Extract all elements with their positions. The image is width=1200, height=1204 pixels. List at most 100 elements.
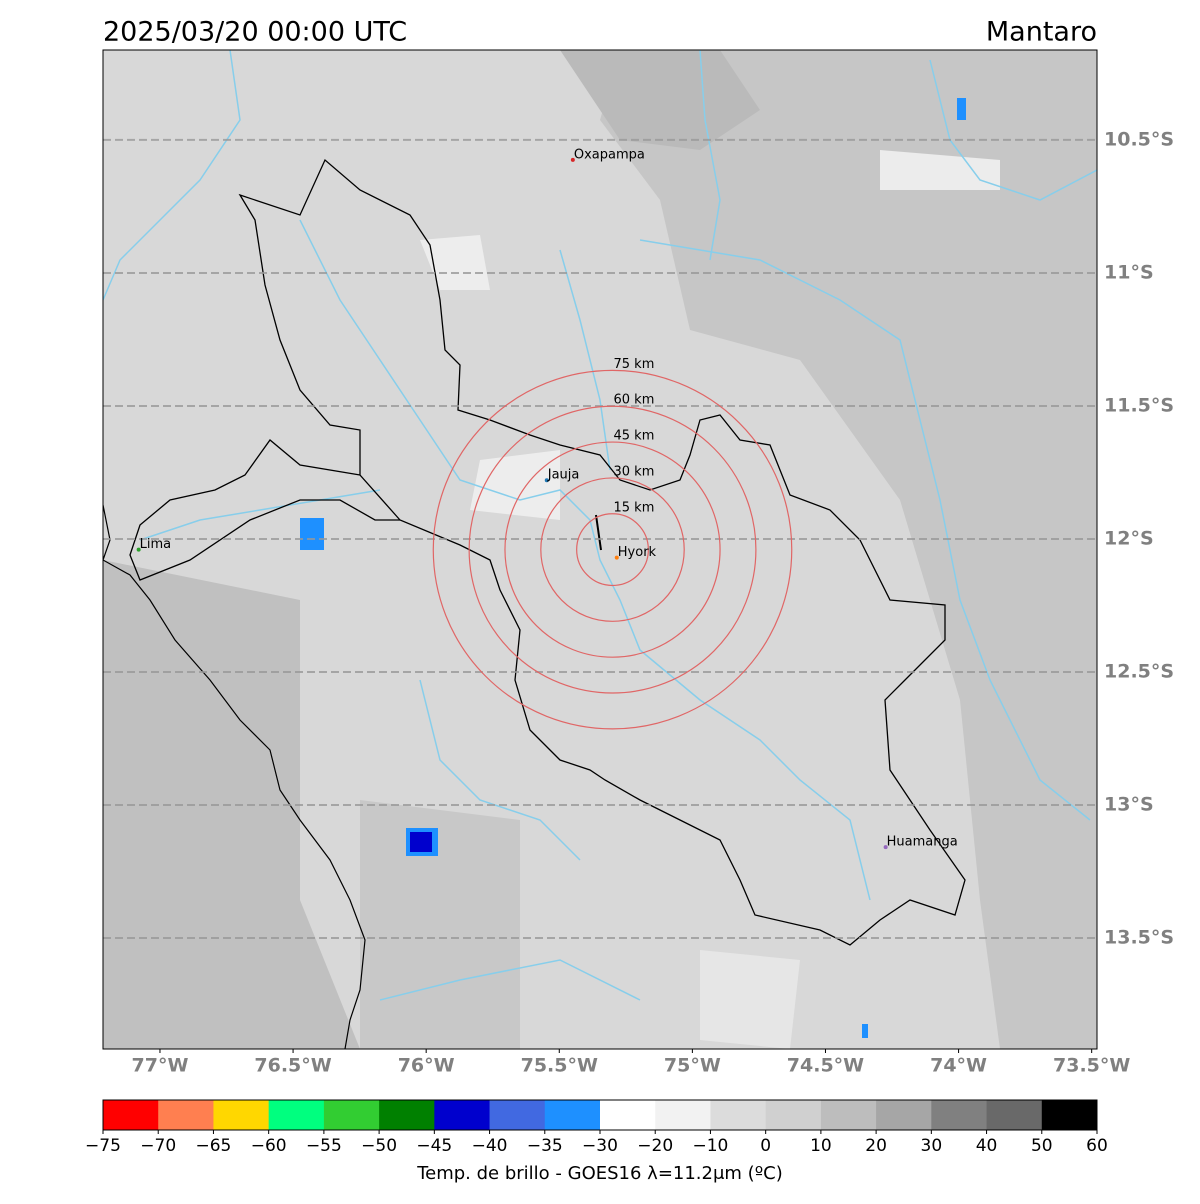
- lat-label: 11.5°S: [1104, 394, 1174, 416]
- colorbar-tick-label: 20: [865, 1136, 887, 1156]
- colorbar-tick-label: −45: [416, 1136, 452, 1156]
- range-ring: [576, 513, 649, 587]
- colorbar-segment: [268, 1100, 325, 1130]
- colorbar-segment: [876, 1100, 932, 1130]
- lat-label: 11°S: [1104, 261, 1154, 283]
- colorbar-tick-label: −35: [527, 1136, 563, 1156]
- colorbar-segment: [820, 1100, 877, 1130]
- river: [379, 959, 641, 1001]
- range-ring: [504, 441, 721, 658]
- ring-label: 75 km: [614, 357, 655, 372]
- colorbar-tick-label: −70: [140, 1136, 176, 1156]
- cloud-field: [420, 235, 490, 290]
- colorbar-segment: [931, 1100, 988, 1130]
- colorbar-tick-label: −65: [195, 1136, 231, 1156]
- colorbar-tick-label: 40: [976, 1136, 998, 1156]
- lat-label: 13°S: [1104, 794, 1154, 816]
- colorbar-tick-label: 0: [760, 1136, 771, 1156]
- coastline: [103, 504, 366, 1049]
- river: [929, 59, 1097, 201]
- cold-cloud: [862, 1024, 868, 1038]
- cloud-field: [880, 150, 1000, 190]
- basin-boundary: [238, 158, 966, 946]
- city-label: Jauja: [547, 468, 580, 483]
- lon-label: 74°W: [930, 1055, 987, 1077]
- ring-label: 60 km: [614, 393, 655, 408]
- lon-label: 77°W: [132, 1055, 189, 1077]
- range-ring: [432, 369, 793, 730]
- colorbar-segment: [213, 1100, 270, 1130]
- city-label: Lima: [140, 537, 171, 552]
- river: [699, 50, 721, 261]
- colorbar-segment: [765, 1100, 822, 1130]
- colorbar-segment: [1041, 1100, 1098, 1130]
- colorbar-segment: [710, 1100, 767, 1130]
- colorbar-tick-label: 10: [810, 1136, 832, 1156]
- ocean-field: [103, 560, 360, 1049]
- cloud-field: [470, 450, 560, 520]
- colorbar-tick-label: 60: [1086, 1136, 1108, 1156]
- colorbar-tick-label: −50: [361, 1136, 397, 1156]
- colorbar-tick-label: −10: [692, 1136, 728, 1156]
- lat-label: 12.5°S: [1104, 661, 1174, 683]
- city-dot: [883, 845, 888, 850]
- ring-label: 45 km: [614, 429, 655, 444]
- city-dot: [614, 555, 619, 560]
- range-ring: [468, 405, 757, 694]
- title: 2025/03/20 00:00 UTC: [103, 17, 407, 48]
- colorbar-segment: [434, 1100, 491, 1130]
- river: [639, 239, 1091, 821]
- cloud-field: [560, 50, 760, 150]
- ring-label: 30 km: [614, 464, 655, 479]
- colorbar-tick-label: −30: [582, 1136, 618, 1156]
- range-ring: [540, 477, 685, 622]
- lon-label: 73.5°W: [1053, 1055, 1130, 1077]
- city-dot: [136, 547, 141, 552]
- colorbar-tick-label: 30: [921, 1136, 943, 1156]
- cloud-field: [360, 800, 520, 1049]
- river: [559, 249, 611, 471]
- cloud-field: [700, 950, 800, 1049]
- city-dot: [544, 478, 549, 483]
- river: [139, 489, 381, 541]
- colorbar-tick-label: 50: [1031, 1136, 1053, 1156]
- cold-cloud: [300, 518, 324, 550]
- river: [419, 679, 581, 861]
- lon-label: 75°W: [664, 1055, 721, 1077]
- city-label: Huamanga: [887, 835, 958, 850]
- river: [103, 50, 241, 301]
- colorbar-segment: [379, 1100, 435, 1130]
- colorbar-segment: [489, 1100, 546, 1130]
- track: [595, 514, 602, 551]
- lat-label: 10.5°S: [1104, 128, 1174, 150]
- sub-basin-boundary: [129, 439, 400, 581]
- lon-label: 76°W: [398, 1055, 455, 1077]
- colorbar: −75 −70 −65 −60 −55 −50 −45 −40 −35 −30 −20 −10 0 10 2…: [85, 1099, 1108, 1156]
- city-dot: [570, 157, 575, 162]
- colorbar-segment: [655, 1100, 711, 1130]
- colorbar-tick-label: −75: [85, 1136, 121, 1156]
- ring-label: 15 km: [614, 500, 655, 515]
- region-name: Mantaro: [986, 17, 1097, 48]
- colorbar-segment: [158, 1100, 214, 1130]
- cold-cloud: [957, 98, 966, 120]
- lon-label: 76.5°W: [254, 1055, 331, 1077]
- colorbar-tick-label: −60: [251, 1136, 287, 1156]
- cloud-field: [600, 50, 1097, 1049]
- cold-cloud: [410, 832, 432, 852]
- colorbar-segment: [103, 1100, 159, 1130]
- city-label: Oxapampa: [574, 147, 645, 162]
- map-area: 15 km 30 km 45 km 60 km 75 km Oxapampa Jauja Li…: [103, 50, 1097, 1049]
- overlay: 15 km 30 km 45 km 60 km 75 km Oxapampa Jauja Li…: [103, 138, 1097, 940]
- lon-label: 74.5°W: [787, 1055, 864, 1077]
- colorbar-label: Temp. de brillo - GOES16 λ=11.2μm (ºC): [416, 1163, 783, 1184]
- lat-label: 12°S: [1104, 527, 1154, 549]
- river: [299, 219, 871, 901]
- city-label: Hyork: [618, 545, 657, 560]
- lat-label: 13.5°S: [1104, 927, 1174, 949]
- colorbar-segment: [323, 1100, 380, 1130]
- colorbar-segment: [600, 1100, 656, 1130]
- colorbar-segment: [986, 1100, 1043, 1130]
- colorbar-tick-label: −40: [472, 1136, 508, 1156]
